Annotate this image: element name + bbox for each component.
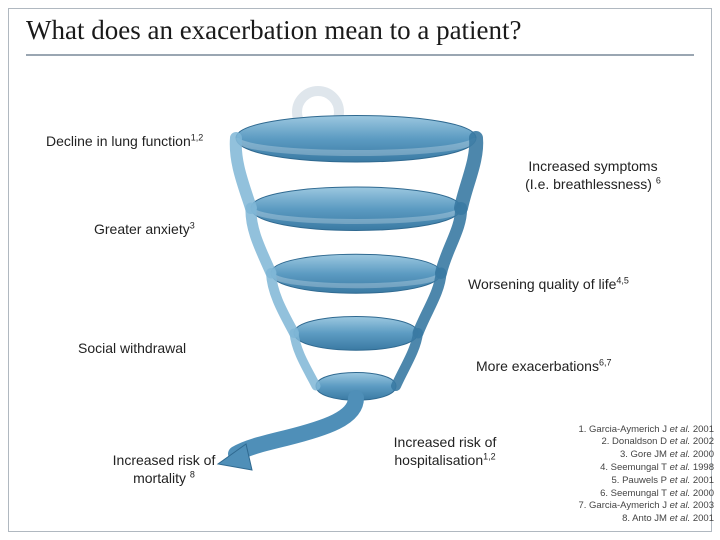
annotation-mortality: Increased risk of mortality 8 (84, 452, 244, 487)
annotation-qol: Worsening quality of life4,5 (468, 276, 708, 294)
reference-year: 2000 (690, 449, 714, 460)
reference-author: 2. Donaldson D (601, 436, 666, 447)
annotation-superscript: 3 (190, 220, 195, 230)
reference-author: 7. Garcia-Aymerich J (578, 500, 667, 511)
annotation-text: Increased risk of (394, 434, 497, 450)
slide-title: What does an exacerbation mean to a pati… (26, 14, 694, 48)
annotation-text: Increased symptoms (528, 158, 657, 174)
reference-year: 2002 (690, 436, 714, 447)
reference-etal: et al. (667, 475, 690, 486)
reference-year: 2001 (690, 475, 714, 486)
annotation-symptoms: Increased symptoms(I.e. breathlessness) … (498, 158, 688, 193)
reference-year: 2001 (690, 424, 714, 435)
reference-line: 4. Seemungal T et al. 1998 (578, 462, 714, 475)
reference-author: 3. Gore JM (620, 449, 667, 460)
reference-etal: et al. (667, 513, 690, 524)
annotation-superscript: 6 (656, 175, 661, 185)
annotation-text: Greater anxiety (94, 221, 190, 237)
reference-line: 3. Gore JM et al. 2000 (578, 449, 714, 462)
annotation-text: Worsening quality of life (468, 276, 616, 292)
reference-author: 6. Seemungal T (600, 488, 667, 499)
spiral-diagram (216, 98, 496, 478)
reference-author: 4. Seemungal T (600, 462, 667, 473)
annotation-superscript: 1,2 (483, 451, 496, 461)
annotation-text: hospitalisation (394, 452, 483, 468)
annotation-text: More exacerbations (476, 358, 599, 374)
reference-line: 5. Pauwels P et al. 2001 (578, 475, 714, 488)
annotation-superscript: 1,2 (191, 132, 204, 142)
annotation-hosp: Increased risk of hospitalisation1,2 (360, 434, 530, 469)
reference-year: 2000 (690, 488, 714, 499)
annotation-withdrawal: Social withdrawal (78, 340, 248, 358)
references-block: 1. Garcia-Aymerich J et al. 20012. Donal… (578, 424, 714, 527)
annotation-text: mortality (133, 470, 190, 486)
annotation-text: (I.e. breathlessness) (525, 176, 656, 192)
reference-author: 1. Garcia-Aymerich J (578, 424, 667, 435)
reference-etal: et al. (667, 488, 690, 499)
reference-year: 2001 (690, 513, 714, 524)
reference-line: 8. Anto JM et al. 2001 (578, 513, 714, 526)
reference-line: 7. Garcia-Aymerich J et al. 2003 (578, 500, 714, 513)
reference-year: 1998 (690, 462, 714, 473)
reference-author: 5. Pauwels P (612, 475, 667, 486)
reference-etal: et al. (667, 436, 690, 447)
spiral-icon (216, 98, 496, 478)
reference-etal: et al. (667, 449, 690, 460)
annotation-text: Decline in lung function (46, 133, 191, 149)
reference-etal: et al. (667, 500, 690, 511)
annotation-superscript: 8 (190, 469, 195, 479)
annotation-anxiety: Greater anxiety3 (94, 221, 264, 239)
reference-line: 6. Seemungal T et al. 2000 (578, 488, 714, 501)
annotation-text: Increased risk of (113, 452, 216, 468)
reference-author: 8. Anto JM (622, 513, 667, 524)
reference-year: 2003 (690, 500, 714, 511)
annotation-decline: Decline in lung function1,2 (46, 133, 266, 151)
annotation-moreexac: More exacerbations6,7 (476, 358, 676, 376)
reference-etal: et al. (667, 424, 690, 435)
annotation-superscript: 4,5 (616, 275, 629, 285)
annotation-superscript: 6,7 (599, 357, 612, 367)
reference-line: 2. Donaldson D et al. 2002 (578, 436, 714, 449)
title-block: What does an exacerbation mean to a pati… (26, 14, 694, 56)
reference-etal: et al. (667, 462, 690, 473)
annotation-text: Social withdrawal (78, 340, 186, 356)
reference-line: 1. Garcia-Aymerich J et al. 2001 (578, 424, 714, 437)
